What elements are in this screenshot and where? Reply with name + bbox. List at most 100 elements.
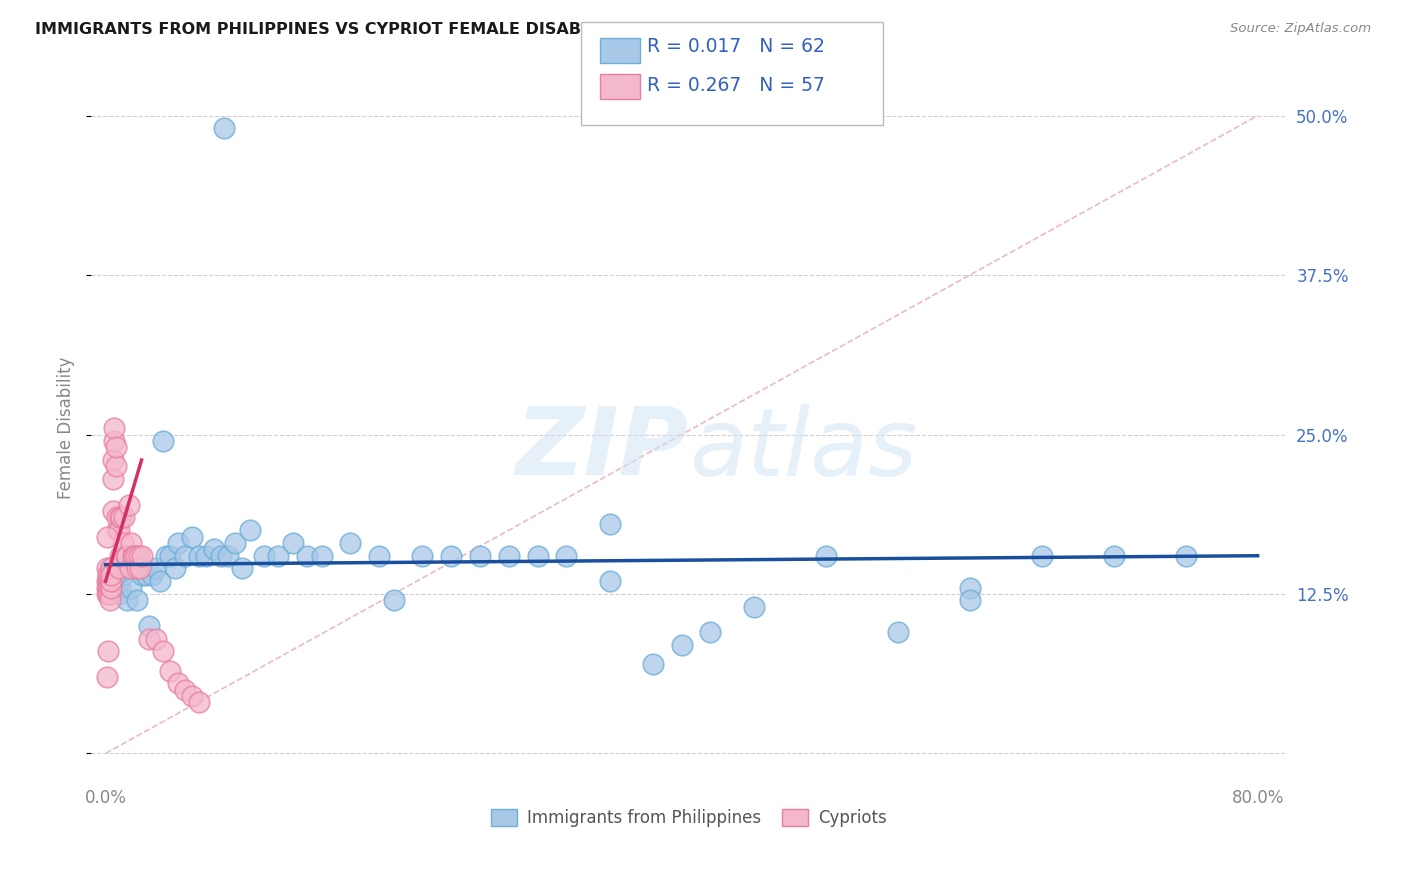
Point (97, 581, 120, 595)
Point (122, 549, 145, 563)
Point (212, 121, 235, 136)
Point (526, 549, 548, 563)
Point (96, 587, 118, 601)
Point (107, 561, 129, 575)
Point (112, 510, 135, 524)
Point (699, 625, 721, 640)
Text: IMMIGRANTS FROM PHILIPPINES VS CYPRIOT FEMALE DISABILITY CORRELATION CHART: IMMIGRANTS FROM PHILIPPINES VS CYPRIOT F… (35, 22, 824, 37)
Point (100, 561, 122, 575)
Point (121, 581, 143, 595)
Point (224, 536, 246, 550)
Point (181, 530, 204, 544)
Point (468, 549, 491, 563)
Legend: Immigrants from Philippines, Cypriots: Immigrants from Philippines, Cypriots (484, 802, 894, 834)
Point (108, 510, 131, 524)
Point (145, 632, 167, 646)
Point (368, 549, 391, 563)
Point (105, 523, 128, 537)
Point (97, 567, 120, 582)
Point (104, 459, 127, 474)
Point (103, 567, 125, 582)
Text: Source: ZipAtlas.com: Source: ZipAtlas.com (1230, 22, 1371, 36)
Point (959, 581, 981, 595)
Point (101, 472, 124, 486)
Point (98, 587, 121, 601)
Point (217, 549, 239, 563)
Point (166, 536, 188, 550)
Point (599, 516, 621, 531)
Point (97, 567, 120, 582)
Point (108, 549, 131, 563)
Point (129, 561, 152, 575)
Point (163, 561, 186, 575)
Point (188, 549, 211, 563)
Point (111, 567, 134, 582)
Point (96, 574, 118, 589)
Point (98, 561, 121, 575)
Point (1031, 549, 1053, 563)
Text: ZIP: ZIP (516, 403, 689, 495)
Text: R = 0.267   N = 57: R = 0.267 N = 57 (647, 76, 825, 95)
Point (173, 682, 195, 697)
Point (159, 664, 181, 678)
Y-axis label: Female Disability: Female Disability (58, 357, 75, 500)
Point (155, 549, 177, 563)
Point (98, 574, 121, 589)
Point (152, 644, 174, 658)
Point (114, 549, 136, 563)
Point (149, 574, 172, 589)
Point (382, 593, 405, 607)
Point (138, 632, 160, 646)
Point (125, 549, 148, 563)
Point (97, 587, 120, 601)
Point (311, 549, 333, 563)
Point (267, 549, 290, 563)
Point (100, 567, 122, 582)
Point (159, 549, 181, 563)
Point (202, 542, 225, 557)
Point (118, 561, 141, 575)
Point (107, 587, 129, 601)
Point (742, 599, 765, 614)
Point (101, 453, 124, 467)
Point (124, 549, 146, 563)
Point (135, 567, 157, 582)
Point (145, 561, 167, 575)
Point (127, 561, 149, 575)
Point (239, 523, 262, 537)
Point (98, 567, 121, 582)
Point (97, 644, 120, 658)
Point (555, 549, 578, 563)
Point (131, 549, 153, 563)
Point (253, 549, 276, 563)
Point (110, 510, 132, 524)
Point (97, 574, 120, 589)
Point (814, 549, 837, 563)
Point (209, 549, 232, 563)
Text: atlas: atlas (689, 404, 917, 495)
Point (111, 536, 134, 550)
Point (411, 549, 433, 563)
Text: R = 0.017   N = 62: R = 0.017 N = 62 (647, 37, 825, 56)
Point (339, 536, 361, 550)
Point (440, 549, 463, 563)
Point (104, 561, 127, 575)
Point (959, 593, 981, 607)
Point (173, 549, 195, 563)
Point (231, 561, 253, 575)
Point (1102, 549, 1125, 563)
Point (101, 574, 124, 589)
Point (128, 549, 150, 563)
Point (103, 421, 125, 435)
Point (599, 574, 621, 589)
Point (1174, 549, 1197, 563)
Point (100, 574, 122, 589)
Point (166, 676, 188, 690)
Point (886, 625, 908, 640)
Point (101, 504, 124, 518)
Point (100, 581, 122, 595)
Point (121, 536, 143, 550)
Point (671, 638, 693, 652)
Point (124, 561, 146, 575)
Point (96, 581, 118, 595)
